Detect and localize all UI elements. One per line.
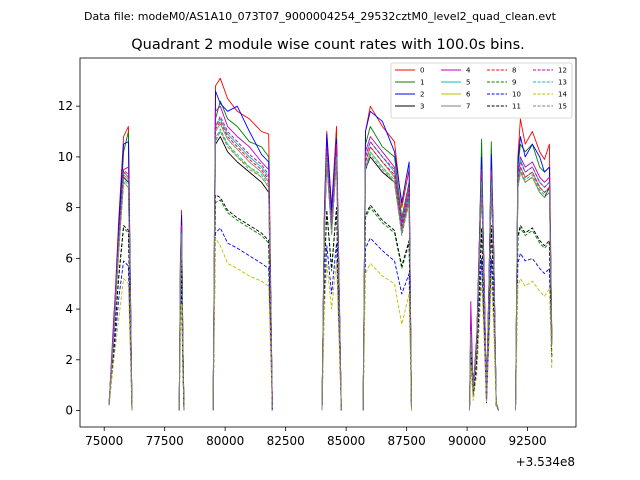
series-9-line-4 xyxy=(362,207,412,411)
series-9-line-6 xyxy=(515,227,553,411)
x-tick-label-7: 92500 xyxy=(509,434,547,448)
x-tick-label-3: 82500 xyxy=(267,434,305,448)
series-11-line-4 xyxy=(362,204,412,411)
x-tick-label-1: 77500 xyxy=(146,434,184,448)
series-layer xyxy=(108,77,553,411)
legend-label-2: 2 xyxy=(420,91,424,99)
y-tick-label-0: 0 xyxy=(65,404,73,418)
y-tick-label-3: 6 xyxy=(65,251,73,265)
legend-label-0: 0 xyxy=(420,67,424,75)
x-tick-label-4: 85000 xyxy=(327,434,365,448)
series-8-line-2 xyxy=(212,120,273,411)
data-file-header: Data file: modeM0/AS1A10_073T07_90000042… xyxy=(84,10,557,23)
series-7-line-2 xyxy=(212,123,273,411)
legend-label-9: 9 xyxy=(512,79,516,87)
legend-label-14: 14 xyxy=(558,91,567,99)
series-8-line-4 xyxy=(362,146,412,411)
series-15 xyxy=(108,131,553,411)
legend-box xyxy=(390,62,573,119)
series-13-line-4 xyxy=(362,151,412,411)
series-0-line-6 xyxy=(515,118,553,411)
legend-label-10: 10 xyxy=(512,91,521,99)
series-11-line-0 xyxy=(108,224,133,411)
series-11-line-2 xyxy=(212,194,273,411)
series-12-line-2 xyxy=(212,115,273,411)
x-offset-label: +3.534e8 xyxy=(516,455,575,469)
series-15-line-5 xyxy=(469,184,500,411)
series-14-line-0 xyxy=(108,278,133,411)
series-11-line-6 xyxy=(515,224,553,411)
legend-label-15: 15 xyxy=(558,103,567,111)
series-10-line-5 xyxy=(469,257,500,411)
series-10-line-6 xyxy=(515,252,553,411)
legend-label-7: 7 xyxy=(466,103,470,111)
series-10-line-4 xyxy=(362,237,412,411)
series-14-line-5 xyxy=(469,275,500,411)
series-12-line-1 xyxy=(178,227,185,411)
legend-label-3: 3 xyxy=(420,103,424,111)
y-tick-label-6: 12 xyxy=(58,99,73,113)
legend-label-12: 12 xyxy=(558,67,567,75)
legend-label-4: 4 xyxy=(466,67,471,75)
series-15-line-0 xyxy=(108,181,133,411)
legend-label-5: 5 xyxy=(466,79,470,87)
y-tick-label-1: 2 xyxy=(65,353,73,367)
series-2-line-6 xyxy=(515,136,553,411)
series-14-line-4 xyxy=(362,262,412,411)
series-15-line-1 xyxy=(178,235,185,411)
series-4-line-4 xyxy=(362,136,412,411)
series-14-line-3 xyxy=(321,260,342,411)
series-13-line-2 xyxy=(212,128,273,411)
series-1-line-2 xyxy=(212,100,273,411)
series-3-line-2 xyxy=(212,136,273,411)
y-tick-label-2: 4 xyxy=(65,302,73,316)
series-1-line-4 xyxy=(362,126,412,411)
series-15-line-3 xyxy=(321,158,342,411)
series-15-line-6 xyxy=(515,171,553,411)
y-axis: 0 2 4 6 8 10 12 xyxy=(58,99,80,418)
legend-label-13: 13 xyxy=(558,79,567,87)
y-tick-label-4: 8 xyxy=(65,201,73,215)
x-tick-label-0: 75000 xyxy=(85,434,123,448)
legend-label-8: 8 xyxy=(512,67,516,75)
series-4-line-2 xyxy=(212,105,273,411)
series-14-line-2 xyxy=(212,237,273,411)
chart-title: Quadrant 2 module wise count rates with … xyxy=(131,37,525,53)
y-tick-label-5: 10 xyxy=(58,150,73,164)
series-15-line-2 xyxy=(212,131,273,411)
legend-label-1: 1 xyxy=(420,79,424,87)
x-axis: 75000 77500 80000 82500 85000 87500 90000 92500 xyxy=(85,427,547,448)
series-2-line-4 xyxy=(362,110,412,411)
series-2-line-2 xyxy=(212,90,273,411)
series-10-line-2 xyxy=(212,227,273,411)
series-9-line-2 xyxy=(212,199,273,411)
x-tick-label-6: 90000 xyxy=(448,434,486,448)
legend-label-11: 11 xyxy=(512,103,521,111)
legend-label-6: 6 xyxy=(466,91,471,99)
x-tick-label-5: 87500 xyxy=(388,434,426,448)
series-12-line-4 xyxy=(362,141,412,411)
x-tick-label-2: 80000 xyxy=(206,434,244,448)
series-0-line-2 xyxy=(212,77,273,411)
series-12-line-6 xyxy=(515,161,553,411)
series-14-line-6 xyxy=(515,278,553,411)
plot-frame xyxy=(79,57,577,428)
